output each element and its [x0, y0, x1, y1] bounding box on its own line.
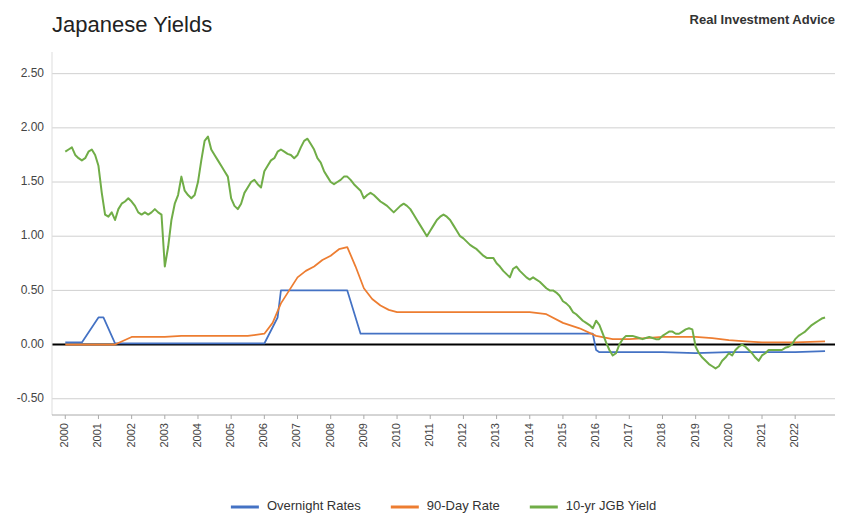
x-tick [330, 415, 331, 419]
y-tick-label: -0.50 [17, 391, 45, 405]
legend-item: 90-Day Rate [391, 498, 500, 513]
x-tick-label: 2018 [655, 423, 667, 447]
x-tick-label: 2008 [324, 423, 336, 447]
chart: Japanese Yields Real Investment Advice -0.… [0, 0, 851, 525]
x-tick [197, 415, 198, 419]
x-tick-label: 2006 [257, 423, 269, 447]
x-tick [762, 415, 763, 419]
x-tick [430, 415, 431, 419]
legend: Overnight Rates 90-Day Rate 10-yr JGB Yiel… [231, 498, 656, 513]
grid-line [52, 398, 835, 399]
x-tick-label: 2021 [755, 423, 767, 447]
x-tick [496, 415, 497, 419]
legend-swatch [530, 506, 558, 509]
x-tick-label: 2003 [158, 423, 170, 447]
x-tick [695, 415, 696, 419]
x-tick [264, 415, 265, 419]
x-tick-label: 2016 [589, 423, 601, 447]
x-tick-label: 2022 [788, 423, 800, 447]
grid-line [52, 73, 835, 74]
legend-label: 10-yr JGB Yield [566, 498, 656, 513]
x-axis: 2000 2001 2002 2003 2004 2005 2006 2007 2008 2009… [52, 415, 835, 447]
legend-label: Overnight Rates [267, 498, 361, 513]
x-tick [231, 415, 232, 419]
x-tick [363, 415, 364, 419]
x-tick-label: 2017 [622, 423, 634, 447]
grid-line [52, 290, 835, 291]
x-tick [529, 415, 530, 419]
x-tick-label: 2010 [390, 423, 402, 447]
x-tick-label: 2005 [224, 423, 236, 447]
y-tick-label: 0.00 [21, 337, 45, 351]
x-tick-label: 2012 [456, 423, 468, 447]
series-line [65, 137, 825, 369]
y-axis: -0.50 0.00 0.50 1.00 1.50 2.00 2.50 [17, 52, 52, 415]
x-tick [463, 415, 464, 419]
x-tick [297, 415, 298, 419]
x-tick-label: 2009 [357, 423, 369, 447]
x-tick [562, 415, 563, 419]
series-lines [65, 137, 825, 369]
legend-swatch [391, 506, 419, 509]
x-tick-label: 2007 [290, 423, 302, 447]
legend-swatch [231, 506, 259, 509]
x-tick [728, 415, 729, 419]
x-tick-label: 2013 [489, 423, 501, 447]
series-line [65, 290, 825, 353]
x-tick-label: 2004 [191, 423, 203, 447]
x-tick [629, 415, 630, 419]
y-tick-label: 2.00 [21, 120, 45, 134]
legend-label: 90-Day Rate [427, 498, 500, 513]
series-line [65, 247, 825, 345]
y-tick-label: 2.50 [21, 66, 45, 80]
x-tick-label: 2000 [58, 423, 70, 447]
y-tick-label: 1.50 [21, 174, 45, 188]
legend-item: 10-yr JGB Yield [530, 498, 656, 513]
x-tick [397, 415, 398, 419]
x-tick [795, 415, 796, 419]
x-tick-label: 2015 [556, 423, 568, 447]
x-tick [131, 415, 132, 419]
grid-line [52, 127, 835, 128]
background [0, 0, 851, 525]
chart-container: Japanese Yields Real Investment Advice -0.… [0, 0, 851, 525]
x-tick [98, 415, 99, 419]
y-tick-label: 0.50 [21, 283, 45, 297]
title: Japanese Yields [52, 12, 212, 37]
x-tick [65, 415, 66, 419]
x-tick [596, 415, 597, 419]
x-tick-label: 2002 [125, 423, 137, 447]
y-grid [52, 74, 835, 399]
x-tick-label: 2014 [523, 423, 535, 447]
annotation: Real Investment Advice [690, 12, 835, 27]
x-tick-label: 2011 [423, 423, 435, 447]
x-tick [164, 415, 165, 419]
x-tick-label: 2001 [91, 423, 103, 447]
legend-item: Overnight Rates [231, 498, 361, 513]
x-tick-label: 2020 [722, 423, 734, 447]
y-tick-label: 1.00 [21, 228, 45, 242]
x-axis-line [52, 415, 835, 416]
x-tick-label: 2019 [689, 423, 701, 447]
x-tick [662, 415, 663, 419]
y-axis-line [52, 52, 53, 415]
grid-line [52, 182, 835, 183]
